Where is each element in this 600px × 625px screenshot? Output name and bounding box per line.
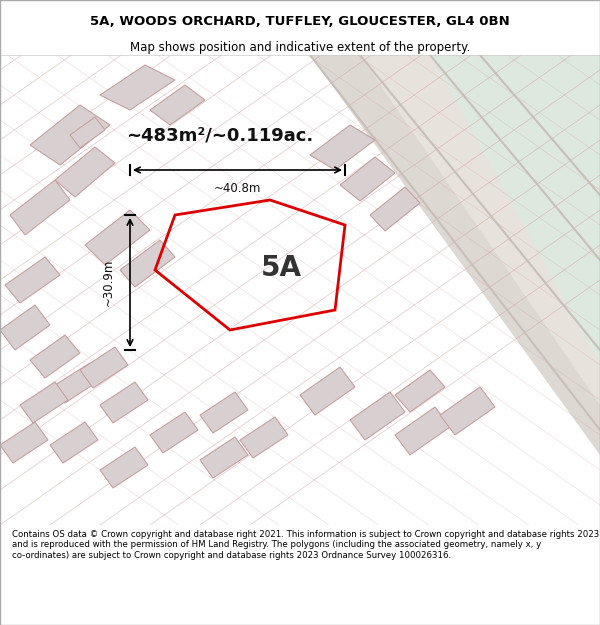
Polygon shape: [395, 370, 445, 412]
Text: ~30.9m: ~30.9m: [102, 259, 115, 306]
Polygon shape: [85, 210, 150, 265]
Polygon shape: [310, 55, 600, 455]
Polygon shape: [30, 105, 110, 165]
Text: ~483m²/~0.119ac.: ~483m²/~0.119ac.: [127, 126, 314, 144]
Polygon shape: [370, 55, 600, 425]
Polygon shape: [240, 417, 288, 458]
Polygon shape: [350, 55, 600, 425]
Polygon shape: [200, 392, 248, 433]
Text: ~40.8m: ~40.8m: [214, 181, 261, 194]
Polygon shape: [150, 85, 205, 125]
Polygon shape: [80, 347, 128, 388]
Polygon shape: [350, 392, 405, 440]
Polygon shape: [10, 180, 70, 235]
Polygon shape: [100, 447, 148, 488]
Polygon shape: [340, 157, 395, 201]
Polygon shape: [100, 382, 148, 423]
Polygon shape: [5, 257, 60, 303]
Polygon shape: [395, 407, 450, 455]
Polygon shape: [150, 412, 198, 453]
Polygon shape: [20, 382, 68, 423]
Polygon shape: [55, 147, 115, 197]
Polygon shape: [200, 437, 248, 478]
Text: 5A: 5A: [261, 254, 302, 282]
Polygon shape: [100, 65, 175, 110]
Polygon shape: [120, 240, 175, 287]
Text: Contains OS data © Crown copyright and database right 2021. This information is : Contains OS data © Crown copyright and d…: [12, 530, 599, 560]
Polygon shape: [0, 422, 48, 463]
Polygon shape: [440, 387, 495, 435]
Polygon shape: [55, 363, 100, 403]
Polygon shape: [70, 117, 105, 148]
Polygon shape: [0, 305, 50, 350]
Polygon shape: [30, 335, 80, 378]
Polygon shape: [370, 187, 420, 231]
Text: 5A, WOODS ORCHARD, TUFFLEY, GLOUCESTER, GL4 0BN: 5A, WOODS ORCHARD, TUFFLEY, GLOUCESTER, …: [90, 16, 510, 28]
Polygon shape: [300, 367, 355, 415]
Polygon shape: [50, 422, 98, 463]
Text: Map shows position and indicative extent of the property.: Map shows position and indicative extent…: [130, 41, 470, 54]
Polygon shape: [310, 125, 375, 170]
